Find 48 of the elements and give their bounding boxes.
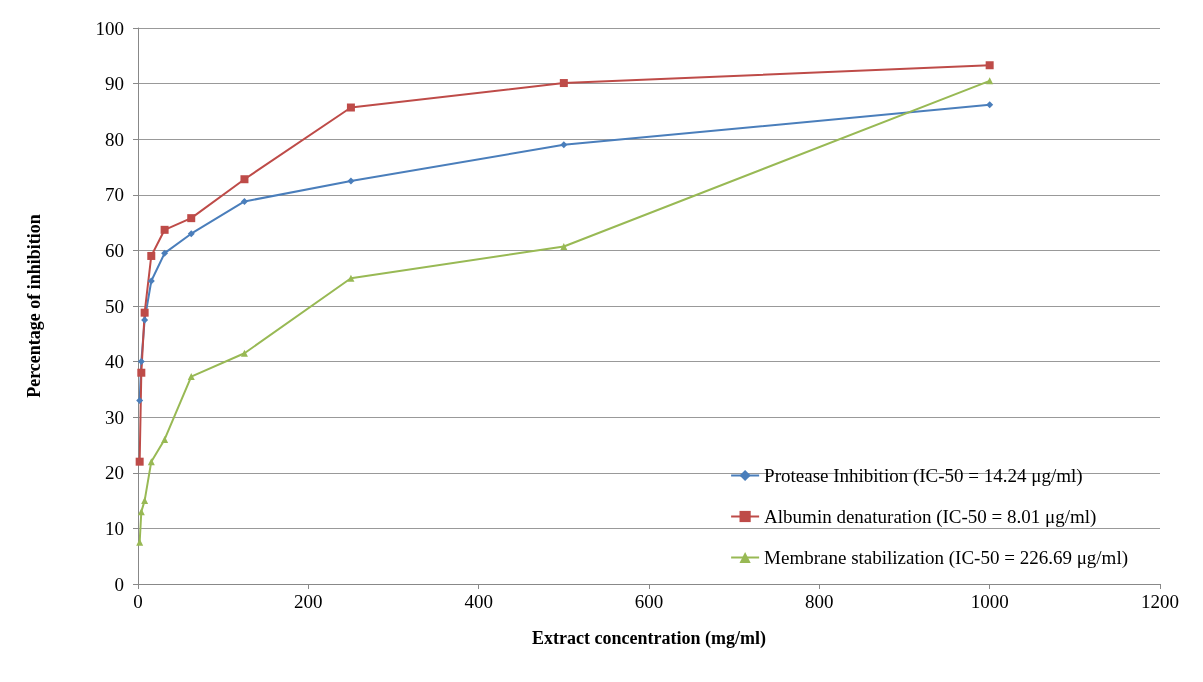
point: [986, 101, 994, 109]
point: [240, 197, 248, 205]
x-axis-title: Extract concentration (mg/ml): [532, 628, 766, 649]
y-tick-label: 50: [105, 295, 124, 317]
point: [985, 61, 994, 70]
x-tick-label: 1200: [1141, 591, 1179, 612]
y-tick-label: 40: [105, 351, 124, 373]
y-tick-label: 10: [105, 517, 124, 539]
x-tick-label: 0: [133, 591, 143, 612]
y-tick-label: 90: [105, 73, 124, 95]
y-tick-label: 20: [105, 462, 124, 484]
point: [137, 358, 145, 366]
point: [187, 230, 195, 238]
y-tick-label: 0: [114, 573, 124, 595]
legend-label: Albumin denaturation (IC-50 = 8.01 μg/ml): [764, 506, 1097, 528]
point: [141, 497, 149, 505]
y-tick-label: 80: [105, 128, 124, 150]
point: [137, 368, 146, 377]
point: [347, 177, 355, 185]
point: [240, 175, 249, 184]
point: [135, 457, 144, 466]
point: [136, 397, 144, 405]
point: [147, 251, 156, 260]
y-axis-title: Percentage of inhibition: [24, 214, 44, 398]
y-tick-label: 100: [95, 17, 124, 39]
point: [240, 349, 248, 357]
x-tick-label: 200: [294, 591, 323, 612]
point: [161, 435, 169, 443]
point: [147, 277, 155, 285]
point: [560, 141, 568, 149]
y-tick-label: 30: [105, 406, 124, 428]
point: [141, 316, 149, 324]
point: [559, 79, 568, 88]
x-tick-label: 400: [464, 591, 493, 612]
legend-label: Membrane stabilization (IC-50 = 226.69 μg/ml): [764, 547, 1129, 569]
y-tick-label: 60: [105, 239, 124, 261]
y-tick-label: 70: [105, 184, 124, 206]
point: [161, 249, 169, 257]
legend-label: Protease Inhibition (IC-50 = 14.24 μg/ml): [764, 465, 1083, 487]
x-tick-label: 1000: [970, 591, 1009, 612]
point: [160, 225, 169, 234]
x-tick-label: 600: [634, 591, 664, 612]
point: [347, 274, 355, 282]
point: [346, 103, 355, 112]
point: [560, 243, 568, 251]
x-tick-label: 800: [805, 591, 834, 612]
point: [140, 308, 149, 317]
point: [187, 214, 196, 223]
